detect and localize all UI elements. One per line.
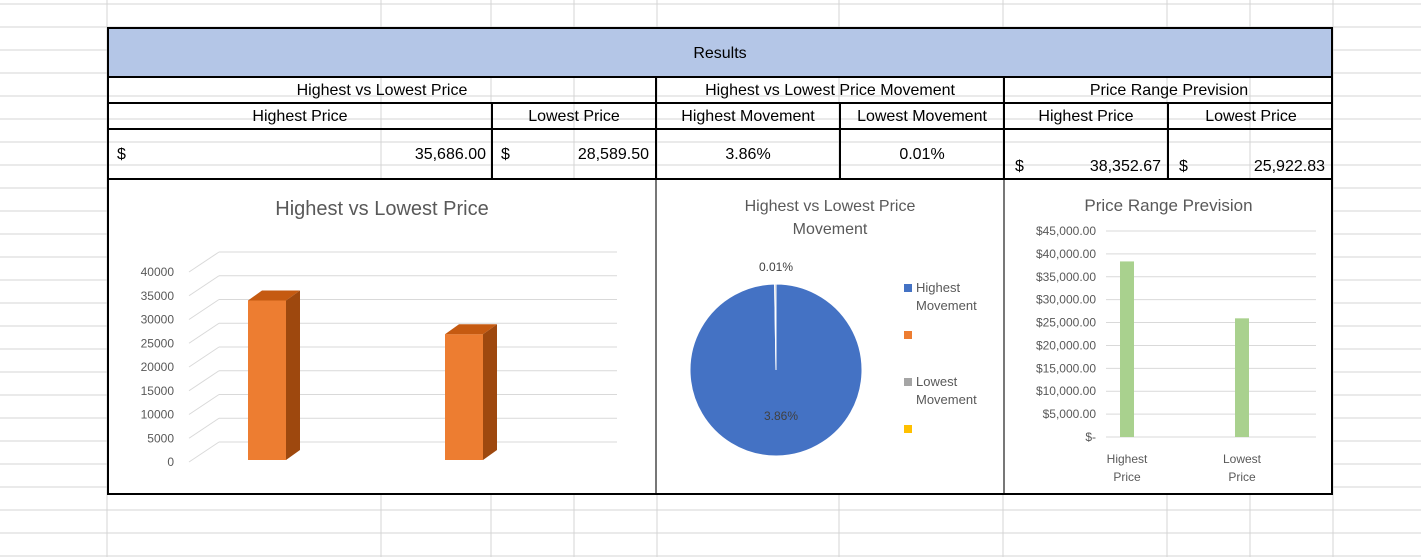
chart1-gridline-side (188, 394, 220, 415)
chart1-y-tick-label: 35000 (141, 289, 175, 303)
chart2-data-label: 3.86% (764, 409, 798, 423)
chart1-y-tick-label: 0 (167, 455, 174, 469)
chart1-bar-top (248, 290, 300, 301)
chart1-bar-side (286, 290, 300, 460)
chart3-y-tick-label: $20,000.00 (1036, 338, 1096, 352)
chart1-plot: 0 5000 10000 15000 20000 25000 30000 35000 40000 (141, 251, 617, 469)
chart1-bar-side (483, 324, 497, 460)
chart3-x-tick-label: Highest (1107, 452, 1148, 466)
chart2-plot: 3.86% 0.01% Highest Movement Lowest Movement (689, 260, 977, 457)
chart3-y-tick-label: $35,000.00 (1036, 270, 1096, 284)
group-header-hl-price[interactable]: Highest vs Lowest Price (296, 82, 468, 99)
chart3-y-tick-label: $- (1085, 430, 1096, 444)
chart3-bar (1120, 261, 1134, 437)
chart1-gridline-side (188, 417, 220, 439)
value-lowest-movement[interactable]: 0.01% (899, 146, 945, 163)
value-highest-price[interactable]: 35,686.00 (414, 146, 486, 163)
chart1-gridline-side (188, 299, 220, 320)
value-lowest-price[interactable]: 28,589.50 (577, 146, 649, 163)
chart2-legend-swatch (904, 425, 912, 433)
chart1-y-tick-label: 5000 (147, 431, 174, 445)
value-prev-lowest-price[interactable]: 25,922.83 (1253, 158, 1325, 175)
chart1-gridline-side (188, 370, 220, 392)
chart1-y-tick-label: 25000 (141, 336, 175, 350)
group-header-hl-movement[interactable]: Highest vs Lowest Price Movement (705, 82, 955, 99)
header-prev-highest-price[interactable]: Highest Price (1038, 108, 1134, 125)
chart1-y-tick-label: 10000 (141, 408, 175, 422)
chart3-y-tick-label: $30,000.00 (1036, 293, 1096, 307)
chart-price-range-prevision[interactable]: Price Range Prevision $- $5,000.00 $10,000… (1006, 180, 1331, 493)
chart1-y-tick-label: 20000 (141, 360, 175, 374)
header-prev-lowest-price[interactable]: Lowest Price (1205, 108, 1297, 125)
chart2-legend-swatch (904, 378, 912, 386)
results-header[interactable]: Results (107, 27, 1333, 78)
chart1-bar (445, 334, 483, 460)
chart1-y-tick-label: 30000 (141, 313, 175, 327)
currency-symbol: $ (501, 146, 510, 163)
chart1-gridline-side (188, 346, 220, 368)
chart2-legend-label: Lowest (916, 374, 958, 389)
chart3-y-tick-label: $10,000.00 (1036, 384, 1096, 398)
chart1-gridline-side (188, 275, 220, 297)
chart3-x-tick-label: Price (1113, 470, 1141, 484)
value-highest-movement[interactable]: 3.86% (725, 146, 771, 163)
group-header-range-prevision[interactable]: Price Range Prevision (1089, 82, 1249, 99)
chart2-legend-swatch (904, 284, 912, 292)
chart3-plot: $- $5,000.00 $10,000.00 $15,000.00 $20,000.0… (1036, 224, 1316, 484)
chart3-y-tick-label: $25,000.00 (1036, 316, 1096, 330)
chart2-slice (774, 283, 777, 371)
chart1-gridline-side (188, 441, 220, 463)
chart1-gridline-side (188, 322, 220, 344)
chart1-title: Highest vs Lowest Price (275, 198, 489, 220)
chart2-legend-label: Movement (916, 392, 977, 407)
chart-highest-vs-lowest-movement[interactable]: Highest vs Lowest Price Movement 3.86% 0.… (658, 180, 1002, 493)
chart2-title-line2: Movement (792, 221, 868, 238)
chart3-x-tick-label: Price (1228, 470, 1256, 484)
chart2-title-line1: Highest vs Lowest Price (744, 198, 916, 215)
chart2-legend-swatch (904, 331, 912, 339)
chart3-y-tick-label: $45,000.00 (1036, 224, 1096, 238)
chart3-x-tick-label: Lowest (1223, 452, 1262, 466)
value-prev-highest-price[interactable]: 38,352.67 (1089, 158, 1161, 175)
chart3-y-tick-label: $40,000.00 (1036, 247, 1096, 261)
results-title: Results (693, 45, 747, 62)
chart3-bar (1235, 318, 1249, 437)
chart2-data-label: 0.01% (759, 260, 793, 274)
chart2-legend-label: Highest (916, 280, 960, 295)
chart2-legend-label: Movement (916, 298, 977, 313)
header-highest-price[interactable]: Highest Price (252, 108, 348, 125)
header-lowest-movement[interactable]: Lowest Movement (857, 108, 987, 125)
chart3-y-tick-label: $15,000.00 (1036, 361, 1096, 375)
chart1-bar-top (445, 324, 497, 335)
currency-symbol: $ (117, 146, 126, 163)
chart1-bar (248, 300, 286, 460)
currency-symbol: $ (1179, 158, 1188, 175)
chart-highest-vs-lowest-price[interactable]: Highest vs Lowest Price 0 5000 10000 15000 2… (109, 180, 655, 493)
chart1-y-tick-label: 40000 (141, 265, 175, 279)
chart1-y-tick-label: 15000 (141, 384, 175, 398)
chart3-title: Price Range Prevision (1084, 196, 1253, 215)
header-highest-movement[interactable]: Highest Movement (681, 108, 815, 125)
header-lowest-price[interactable]: Lowest Price (528, 108, 620, 125)
currency-symbol: $ (1015, 158, 1024, 175)
chart3-y-tick-label: $5,000.00 (1043, 407, 1097, 421)
chart1-gridline-side (188, 251, 220, 273)
